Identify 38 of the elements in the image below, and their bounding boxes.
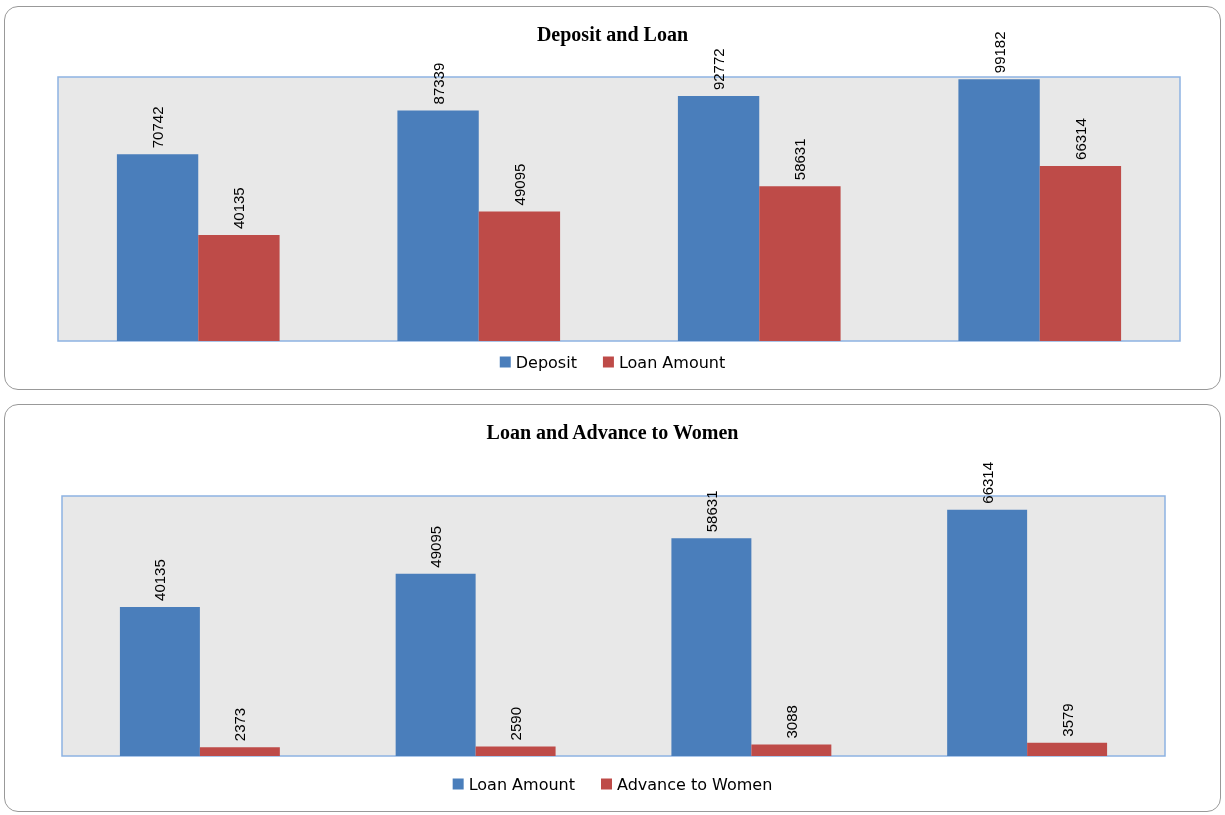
bar <box>119 606 200 756</box>
data-label: 58631 <box>702 490 720 533</box>
data-label: 66314 <box>978 461 996 504</box>
data-label: 92772 <box>710 48 728 91</box>
legend-label: Deposit <box>515 352 577 372</box>
bar <box>1027 742 1108 756</box>
chart-title: Deposit and Loan <box>536 23 689 46</box>
legend-label: Loan Amount <box>468 774 575 794</box>
data-label: 2373 <box>231 707 249 742</box>
bar <box>1039 165 1122 341</box>
bar <box>759 186 841 341</box>
bar <box>958 79 1040 341</box>
bar <box>671 538 752 756</box>
bar <box>395 573 476 756</box>
legend-label: Loan Amount <box>618 352 726 372</box>
data-label: 66314 <box>1071 118 1089 160</box>
bar <box>947 509 1028 756</box>
bar <box>397 110 479 341</box>
data-label: 40135 <box>230 187 248 230</box>
bar <box>198 235 280 341</box>
legend-label: Advance to Women <box>616 774 773 794</box>
data-label: 40135 <box>151 559 169 601</box>
data-label: 3088 <box>782 705 800 739</box>
data-label: 2590 <box>507 707 525 741</box>
bar <box>677 96 760 341</box>
chart-title: Loan and Advance to Women <box>486 421 739 443</box>
data-label: 3579 <box>1058 703 1076 737</box>
data-label: 49095 <box>427 525 445 568</box>
data-label: 70742 <box>149 106 167 149</box>
bar <box>478 211 561 341</box>
data-label: 87339 <box>429 62 447 105</box>
data-label: 58631 <box>791 138 809 181</box>
bar <box>199 747 280 756</box>
bar <box>751 744 832 756</box>
data-label: 99182 <box>990 31 1008 74</box>
bar <box>116 154 199 341</box>
data-label: 49095 <box>510 163 528 206</box>
bar <box>475 746 556 756</box>
